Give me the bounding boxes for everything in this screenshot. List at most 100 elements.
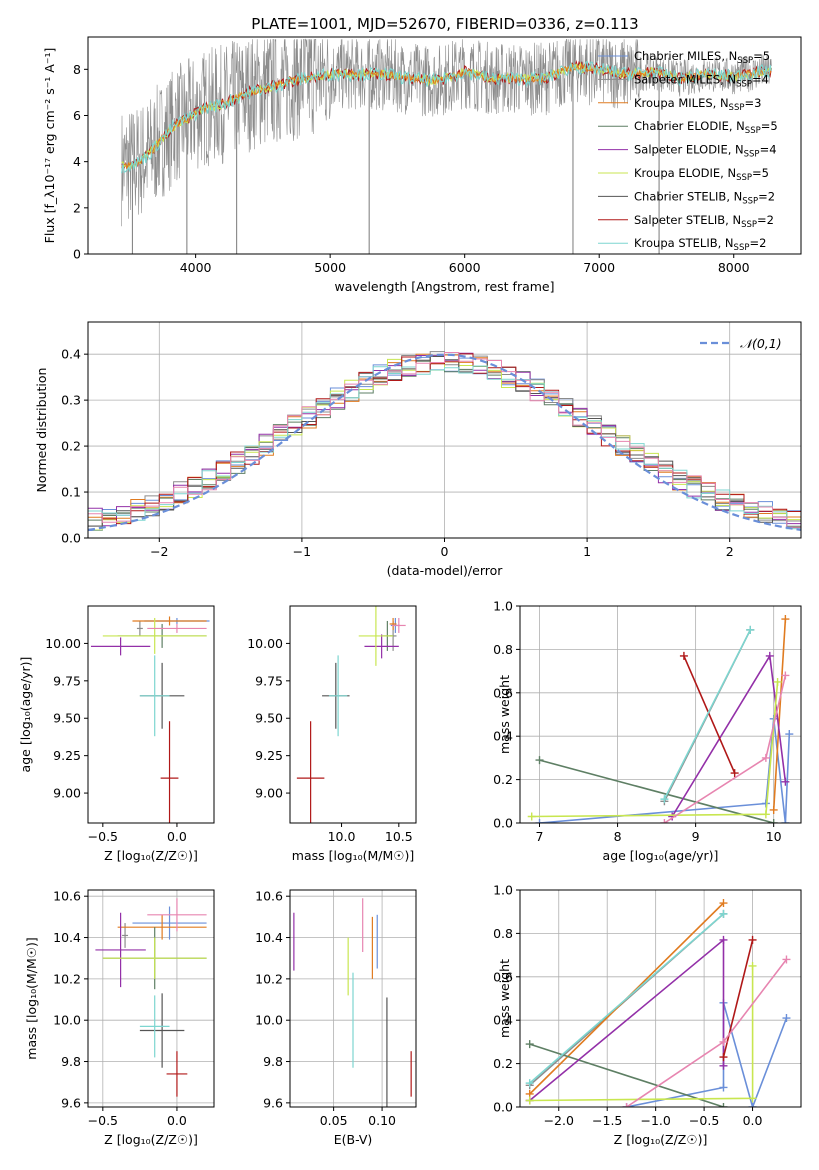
age_vs_Z-ytick-label: 9.00 (53, 786, 81, 801)
histogram-extra (88, 352, 801, 528)
legend-suffix: =4 (760, 143, 777, 157)
residuals-xtick-label: 2 (726, 544, 734, 559)
weight-marker (781, 777, 790, 786)
spectrum-ytick-label: 4 (73, 154, 81, 169)
weight_vs_age-axes: 7 8 9 10 0.0 0.2 0.4 0.6 0.8 1.0 age [log₁₀(age/yr… (493, 599, 802, 863)
weight_vs_Z-plot-area (525, 899, 791, 1107)
legend-subscript: SSP (741, 220, 757, 230)
legend-suffix: =4 (752, 72, 769, 86)
mass_vs_Z-ytick-label: 10.0 (53, 1013, 81, 1028)
age_vs_mass-xtick-label: 10.0 (328, 829, 356, 844)
legend-subscript: SSP (736, 173, 752, 183)
errorbar-extra (147, 623, 207, 633)
legend-subscript: SSP (729, 103, 745, 113)
errorbar-kroupa-stelib (328, 655, 348, 737)
weight-marker (719, 1061, 728, 1070)
mass_vs_Z-plot-area (95, 898, 207, 1097)
legend-suffix: =5 (752, 166, 769, 180)
legend-entry: Kroupa ELODIE, NSSP=5 (634, 166, 769, 183)
weight_vs_Z-ytick-label: 1.0 (493, 883, 513, 898)
weight-marker (719, 935, 728, 944)
legend-suffix: =2 (758, 189, 775, 203)
weight-marker (660, 795, 669, 804)
weight-marker (719, 1053, 728, 1062)
errorbar-salpeter-miles (136, 620, 143, 636)
legend-label: 𝒩(0,1) (740, 336, 782, 351)
residuals-xtick-label: 1 (583, 544, 591, 559)
weight_vs_age-frame (519, 605, 802, 824)
weight_vs_age-xtick-label: 7 (536, 829, 544, 844)
age_vs_mass-ytick-label: 9.00 (255, 786, 283, 801)
age_vs_mass-frame (289, 605, 417, 824)
weight-marker (622, 1103, 631, 1107)
weight-marker (761, 810, 770, 819)
legend-subscript: SSP (734, 243, 750, 253)
legend-entry: Chabrier STELIB, NSSP=2 (634, 189, 775, 206)
spectrum-ylabel: Flux [f_λ10⁻¹⁷ erg cm⁻² s⁻¹ A⁻¹] (42, 48, 57, 244)
errorbar-kroupa-stelib (139, 995, 170, 1058)
errorbar-kroupa-stelib (139, 655, 170, 737)
age_vs_Z-xlabel: Z [log₁₀(Z/Z☉)] (104, 848, 198, 863)
weight-marker (746, 625, 755, 634)
mass_vs_ebv-frame (289, 889, 417, 1108)
legend-label: Kroupa STELIB, N (634, 236, 734, 250)
weight_vs_age-xlabel: age [log₁₀(age/yr)] (603, 848, 719, 863)
errorbar-kroupa-miles (132, 616, 207, 626)
mass_vs_Z-ytick-label: 10.4 (53, 930, 81, 945)
legend-suffix: =5 (761, 119, 778, 133)
weight-marker (719, 909, 728, 918)
weight-marker (525, 1096, 534, 1105)
weight_vs_age-xtick-label: 10 (766, 829, 782, 844)
weight_vs_Z-frame (519, 889, 802, 1108)
age_vs_Z-xtick-label: 0.0 (167, 829, 187, 844)
age_vs_Z-plot-area (90, 616, 210, 823)
age_vs_Z-frame (87, 605, 215, 824)
weight_vs_Z-axes: −2.0 −1.5 −1.0 −0.5 0.0 0.0 0.2 0.4 0.6 0.8 1.0 Z [… (493, 883, 802, 1147)
residuals-xtick-label: −1 (293, 544, 311, 559)
legend-entry: Salpeter ELODIE, NSSP=4 (634, 143, 777, 160)
mass_vs_Z-ytick-label: 10.2 (53, 971, 81, 986)
spectrum-ytick-label: 6 (73, 108, 81, 123)
errorbar-salpeter-stelib (296, 721, 325, 823)
legend-suffix: =3 (744, 96, 761, 110)
legend-entry: Salpeter MILES, NSSP=4 (634, 72, 769, 89)
age_vs_mass-ytick-label: 9.25 (255, 748, 283, 763)
errorbar-kroupa-elodie (102, 617, 207, 654)
weight-marker (719, 1037, 728, 1046)
age_vs_mass-ytick-label: 9.75 (255, 673, 283, 688)
mass_vs_ebv-ytick-label: 9.8 (263, 1054, 283, 1069)
spectrum-xtick-label: 6000 (449, 260, 481, 275)
weight-marker (525, 1040, 534, 1049)
weight_vs_age-ytick-label: 0.6 (493, 685, 513, 700)
weight_vs_age-xtick-label: 9 (692, 829, 700, 844)
errorbar-salpeter-elodie (90, 637, 151, 656)
weight-marker (719, 899, 728, 908)
legend-entry: Salpeter STELIB, NSSP=2 (634, 213, 774, 230)
mass_vs_Z-xlabel: Z [log₁₀(Z/Z☉)] (104, 1132, 198, 1147)
weight-line-kroupa-miles (772, 618, 787, 811)
weight-marker (748, 961, 757, 970)
weight-marker (527, 812, 536, 821)
weight_vs_Z-ytick-label: 0.0 (493, 1100, 513, 1115)
weight_vs_Z-xtick-label: −1.0 (640, 1113, 670, 1128)
mass_vs_Z-frame (87, 889, 215, 1108)
weight_vs_Z-xtick-label: −2.0 (544, 1113, 574, 1128)
weight_vs_age-ytick-label: 1.0 (493, 599, 513, 614)
residuals-xtick-label: −2 (150, 544, 168, 559)
errorbar-extra (391, 617, 406, 633)
weight-marker (525, 1079, 534, 1088)
age_vs_Z-axes: −0.5 0.0 9.00 9.25 9.50 9.75 10.00 Z [log₁₀(Z/Z… (18, 605, 215, 863)
weight-marker (761, 753, 770, 762)
legend-label: Salpeter ELODIE, N (634, 143, 744, 157)
legend-entry: Chabrier ELODIE, NSSP=5 (634, 119, 778, 136)
weight_vs_Z-xlabel: Z [log₁₀(Z/Z☉)] (614, 1132, 708, 1147)
mass_vs_Z-ytick-label: 9.6 (61, 1095, 81, 1110)
age_vs_Z-ytick-label: 9.75 (53, 673, 81, 688)
errorbar-salpeter-stelib (160, 721, 179, 823)
residuals-xtick-label: 0 (441, 544, 449, 559)
weight-marker (535, 819, 544, 823)
weight-marker (781, 671, 790, 680)
weight-line-kroupa-stelib (529, 913, 725, 1084)
weight-marker (773, 677, 782, 686)
